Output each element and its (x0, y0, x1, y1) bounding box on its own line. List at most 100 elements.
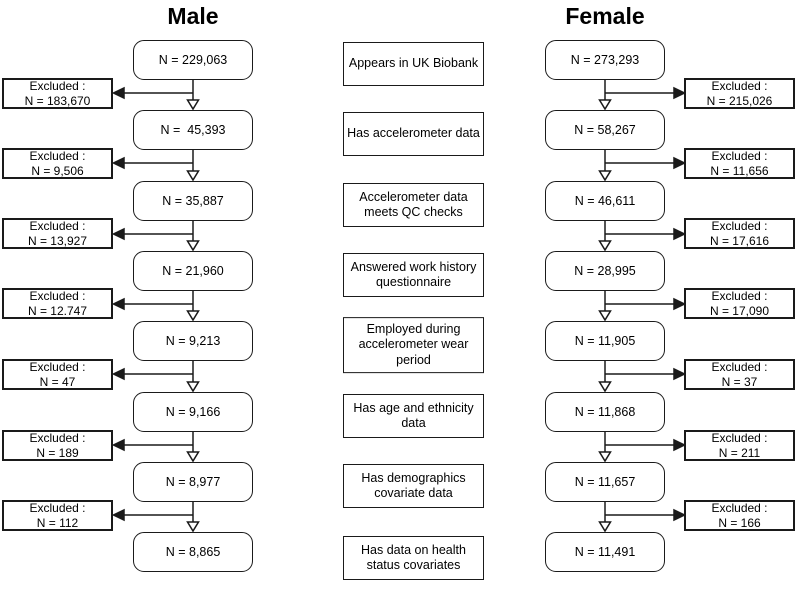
excluded-label: Excluded : (711, 78, 768, 93)
female-exclusion-box-3: Excluded :N = 17,616 (684, 218, 795, 249)
female-step-n-3: N = 46,611 (574, 194, 636, 208)
excluded-label: Excluded : (711, 148, 768, 163)
male-exclusion-arrow-7 (111, 508, 193, 522)
criteria-label-7: Has demographics covariate data (361, 470, 466, 500)
excluded-label: Excluded : (29, 148, 86, 163)
female-exclusion-arrow-4 (605, 297, 687, 311)
female-down-arrow-4 (598, 291, 612, 322)
female-exclusion-arrow-7 (605, 508, 687, 522)
female-step-box-5: N = 11,905 (545, 321, 665, 361)
female-column-title: Female (565, 3, 645, 29)
male-exclusion-box-1: Excluded :N = 183,670 (2, 78, 113, 109)
excluded-n: N = 47 (39, 374, 76, 389)
excluded-label: Excluded : (29, 288, 86, 303)
female-step-box-6: N = 11,868 (545, 392, 665, 432)
male-exclusion-box-5: Excluded :N = 47 (2, 359, 113, 390)
excluded-label: Excluded : (711, 288, 768, 303)
excluded-n: N = 211 (718, 445, 761, 460)
excluded-label: Excluded : (29, 78, 86, 93)
male-step-n-3: N = 35,887 (162, 194, 224, 208)
excluded-label: Excluded : (29, 430, 86, 445)
excluded-n: N = 183,670 (24, 93, 91, 108)
male-step-n-4: N = 21,960 (162, 264, 224, 278)
male-exclusion-arrow-4 (111, 297, 193, 311)
male-down-arrow-6 (186, 432, 200, 463)
male-exclusion-box-6: Excluded :N = 189 (2, 430, 113, 461)
male-down-arrow-1 (186, 80, 200, 111)
criteria-box-6: Has age and ethnicity data (343, 394, 484, 438)
excluded-n: N = 17,616 (709, 233, 770, 248)
female-exclusion-box-6: Excluded :N = 211 (684, 430, 795, 461)
female-step-box-2: N = 58,267 (545, 110, 665, 150)
male-exclusion-box-3: Excluded :N = 13,927 (2, 218, 113, 249)
female-exclusion-box-2: Excluded :N = 11,656 (684, 148, 795, 179)
female-step-box-4: N = 28,995 (545, 251, 665, 291)
male-step-box-1: N = 229,063 (133, 40, 253, 80)
excluded-n: N = 189 (36, 445, 79, 460)
female-down-arrow-2 (598, 150, 612, 182)
male-step-box-2: N = 45,393 (133, 110, 253, 150)
female-step-n-6: N = 11,868 (574, 405, 636, 419)
male-exclusion-arrow-1 (111, 86, 193, 100)
male-exclusion-arrow-6 (111, 438, 193, 452)
excluded-n: N = 112 (36, 515, 79, 530)
female-down-arrow-5 (598, 361, 612, 393)
criteria-box-1: Appears in UK Biobank (343, 42, 484, 86)
female-exclusion-box-5: Excluded :N = 37 (684, 359, 795, 390)
male-step-n-1: N = 229,063 (158, 53, 228, 67)
female-exclusion-box-7: Excluded :N = 166 (684, 500, 795, 531)
male-exclusion-box-4: Excluded :N = 12.747 (2, 288, 113, 319)
male-down-arrow-5 (186, 361, 200, 393)
criteria-box-8: Has data on health status covariates (343, 536, 484, 580)
female-step-n-7: N = 11,657 (574, 475, 636, 489)
criteria-box-2: Has accelerometer data (343, 112, 484, 156)
female-down-arrow-1 (598, 80, 612, 111)
male-down-arrow-7 (186, 502, 200, 533)
female-exclusion-box-4: Excluded :N = 17,090 (684, 288, 795, 319)
male-step-box-5: N = 9,213 (133, 321, 253, 361)
excluded-label: Excluded : (711, 430, 768, 445)
criteria-box-5: Employed during accelerometer wear perio… (343, 317, 484, 373)
excluded-n: N = 215,026 (706, 93, 773, 108)
female-step-n-2: N = 58,267 (574, 123, 636, 137)
male-step-n-5: N = 9,213 (165, 334, 221, 348)
female-exclusion-arrow-6 (605, 438, 687, 452)
female-step-box-3: N = 46,611 (545, 181, 665, 221)
female-exclusion-arrow-1 (605, 86, 687, 100)
male-step-n-6: N = 9,166 (165, 405, 221, 419)
criteria-label-6: Has age and ethnicity data (353, 400, 474, 430)
criteria-label-1: Appears in UK Biobank (348, 56, 479, 71)
male-step-n-7: N = 8,977 (165, 475, 221, 489)
female-exclusion-arrow-2 (605, 156, 687, 170)
excluded-n: N = 13,927 (27, 233, 88, 248)
excluded-label: Excluded : (29, 218, 86, 233)
excluded-n: N = 17,090 (709, 303, 770, 318)
female-step-box-8: N = 11,491 (545, 532, 665, 572)
criteria-label-8: Has data on health status covariates (361, 542, 466, 572)
excluded-n: N = 11,656 (710, 163, 769, 178)
excluded-label: Excluded : (711, 218, 768, 233)
male-step-n-2: N = 45,393 (160, 123, 226, 137)
excluded-n: N = 166 (718, 515, 761, 530)
male-exclusion-arrow-2 (111, 156, 193, 170)
female-down-arrow-7 (598, 502, 612, 533)
excluded-n: N = 12.747 (27, 303, 88, 318)
criteria-box-3: Accelerometer data meets QC checks (343, 183, 484, 227)
excluded-n: N = 37 (721, 374, 758, 389)
male-exclusion-box-2: Excluded :N = 9,506 (2, 148, 113, 179)
male-step-box-8: N = 8,865 (133, 532, 253, 572)
female-step-n-8: N = 11,491 (574, 545, 636, 559)
female-exclusion-box-1: Excluded :N = 215,026 (684, 78, 795, 109)
excluded-n: N = 9,506 (31, 163, 84, 178)
male-step-n-8: N = 8,865 (165, 545, 221, 559)
criteria-label-5: Employed during accelerometer wear perio… (358, 322, 469, 367)
excluded-label: Excluded : (711, 359, 768, 374)
male-exclusion-arrow-3 (111, 227, 193, 241)
criteria-label-4: Answered work history questionnaire (350, 259, 477, 289)
criteria-label-2: Has accelerometer data (347, 126, 480, 141)
female-down-arrow-3 (598, 221, 612, 252)
male-down-arrow-3 (186, 221, 200, 252)
male-exclusion-arrow-5 (111, 367, 193, 381)
